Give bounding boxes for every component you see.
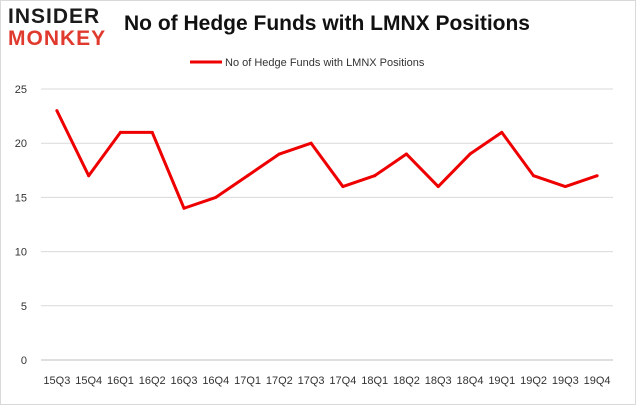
x-tick-label: 18Q3 — [425, 375, 452, 387]
logo-line-2: MONKEY — [8, 27, 107, 50]
x-tick-label: 16Q1 — [107, 375, 134, 387]
y-tick-label: 20 — [15, 138, 27, 150]
data-point — [563, 185, 567, 189]
y-tick-label: 0 — [21, 355, 27, 367]
data-point — [55, 109, 59, 113]
x-tick-label: 19Q3 — [552, 375, 579, 387]
insider-monkey-logo: INSIDER MONKEY — [8, 6, 120, 50]
x-tick-label: 18Q1 — [361, 375, 388, 387]
data-point — [182, 206, 186, 210]
x-tick-label: 17Q1 — [234, 375, 261, 387]
data-point — [595, 174, 599, 178]
data-point — [246, 174, 250, 178]
data-point — [118, 130, 122, 134]
x-tick-label: 17Q2 — [266, 375, 293, 387]
data-point — [500, 130, 504, 134]
x-tick-label: 16Q4 — [202, 375, 229, 387]
data-point — [404, 152, 408, 156]
x-tick-label: 19Q4 — [584, 375, 611, 387]
data-point — [468, 152, 472, 156]
data-point — [373, 174, 377, 178]
x-tick-label: 18Q4 — [457, 375, 484, 387]
logo-line-1: INSIDER — [8, 5, 101, 28]
legend: No of Hedge Funds with LMNX Positions — [190, 57, 425, 69]
data-point — [532, 174, 536, 178]
data-point — [309, 141, 313, 145]
x-tick-label: 19Q1 — [488, 375, 515, 387]
data-point — [436, 185, 440, 189]
x-axis-ticks: 15Q3 15Q4 16Q1 16Q2 16Q3 16Q4 17Q1 17Q2 17Q3 17Q4… — [43, 375, 610, 387]
data-point — [214, 195, 218, 199]
x-tick-label: 15Q3 — [43, 375, 70, 387]
x-tick-label: 16Q2 — [139, 375, 166, 387]
x-tick-label: 17Q3 — [298, 375, 325, 387]
y-tick-label: 5 — [21, 301, 27, 313]
chart-title: No of Hedge Funds with LMNX Positions — [124, 12, 530, 35]
y-axis-ticks: 0 5 10 15 20 25 — [15, 84, 27, 367]
data-point — [277, 152, 281, 156]
x-tick-label: 15Q4 — [75, 375, 102, 387]
series-group — [55, 109, 599, 210]
y-tick-label: 15 — [15, 192, 27, 204]
gridlines — [41, 88, 613, 361]
legend-label: No of Hedge Funds with LMNX Positions — [225, 57, 425, 69]
x-tick-label: 18Q2 — [393, 375, 420, 387]
y-tick-label: 10 — [15, 247, 27, 259]
x-tick-label: 17Q4 — [329, 375, 356, 387]
data-point — [87, 174, 91, 178]
y-tick-label: 25 — [15, 84, 27, 96]
x-tick-label: 19Q2 — [520, 375, 547, 387]
x-tick-label: 16Q3 — [171, 375, 198, 387]
data-point — [150, 130, 154, 134]
data-point — [341, 185, 345, 189]
series-line — [55, 110, 598, 210]
